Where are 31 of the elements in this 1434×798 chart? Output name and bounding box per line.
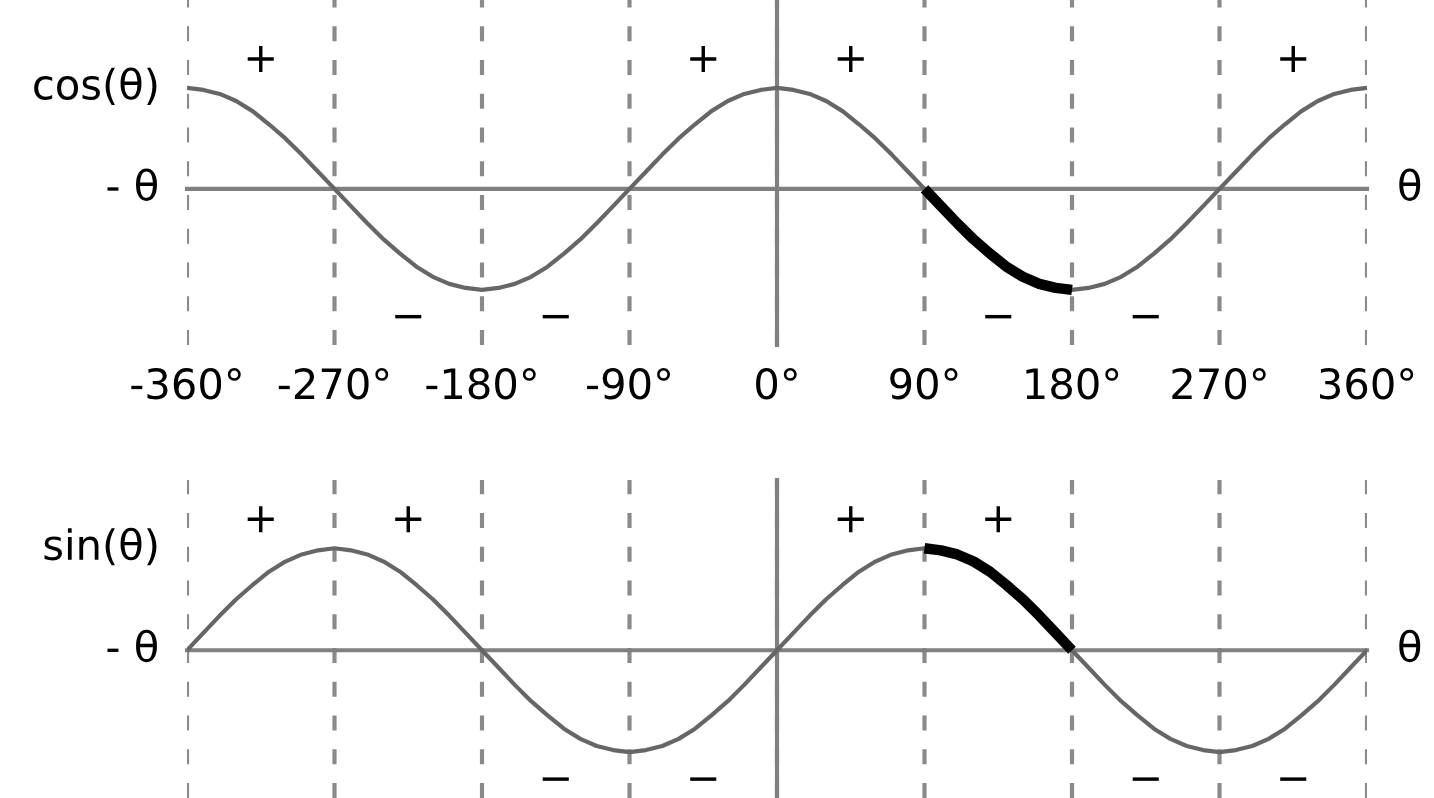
text: −	[542, 314, 569, 319]
text: +	[837, 45, 864, 73]
text: - θ	[107, 168, 157, 201]
x-tick-label: 90°	[890, 367, 958, 400]
text: +	[247, 45, 274, 73]
text: −	[1132, 314, 1159, 319]
text: −	[690, 777, 717, 781]
text: −	[542, 777, 569, 781]
y-axis-title: cos(θ)	[34, 67, 157, 105]
text: +	[395, 506, 422, 533]
x-tick-label: -360°	[131, 367, 241, 400]
x-axis-title: θ	[1399, 168, 1421, 201]
text: −	[1132, 777, 1159, 781]
text: +	[985, 506, 1012, 533]
x-tick-label: 360°	[1319, 367, 1414, 400]
text: +	[690, 45, 717, 73]
x-tick-label: -180°	[426, 367, 536, 400]
x-tick-label: 180°	[1026, 367, 1119, 400]
text: −	[985, 314, 1012, 319]
x-tick-label: -270°	[278, 367, 389, 400]
text: - θ	[107, 629, 157, 663]
x-axis-title: θ	[1399, 629, 1421, 663]
text: −	[395, 314, 422, 319]
y-axis-title: sin(θ)	[44, 527, 157, 566]
text: +	[247, 506, 274, 533]
x-tick-label: 0°	[756, 367, 797, 400]
text: +	[837, 506, 864, 533]
text: −	[1280, 777, 1307, 781]
x-tick-label: 270°	[1172, 367, 1266, 400]
x-tick-label: -90°	[587, 367, 670, 400]
text: +	[1280, 45, 1307, 73]
